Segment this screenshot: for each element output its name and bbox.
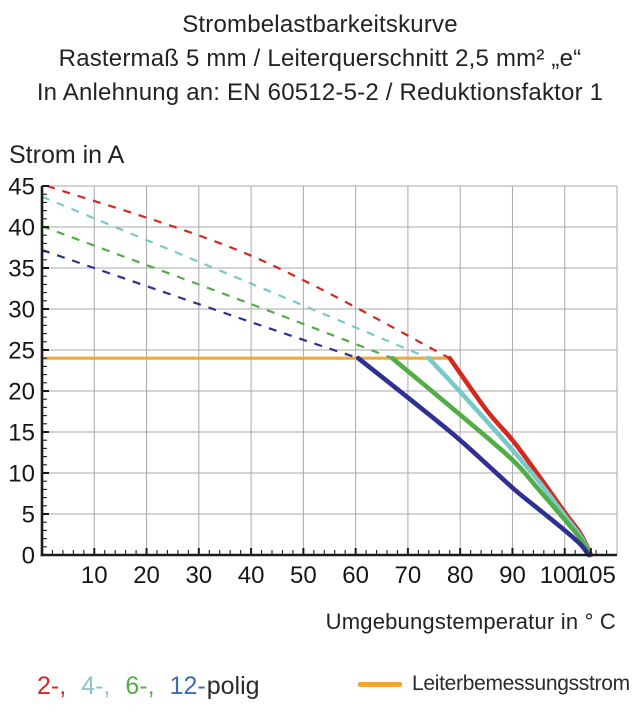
6-polig-dashed-curve: [41, 225, 393, 360]
x-tick-label: 90: [499, 562, 526, 589]
rated-current-legend: Leiterbemessungsstrom: [358, 672, 630, 696]
chart-title-block: Strombelastbarkeitskurve Rastermaß 5 mm …: [0, 8, 640, 110]
legend-6polig: 6-,: [125, 672, 155, 700]
y-tick-label: 35: [8, 256, 35, 283]
legend-12polig: 12-: [169, 672, 206, 700]
y-tick-label: 45: [8, 174, 35, 201]
x-tick-label: 50: [290, 562, 317, 589]
y-tick-label: 20: [8, 379, 35, 406]
x-tick-label: 60: [342, 562, 369, 589]
x-tick-label: 105: [576, 562, 616, 589]
chart-title-line2: Rastermaß 5 mm / Leiterquerschnitt 2,5 m…: [58, 45, 582, 72]
legend-4polig: 4-,: [81, 672, 111, 700]
x-tick-label: 10: [81, 562, 108, 589]
y-axis-title: Strom in A: [9, 141, 125, 169]
y-tick-label: 5: [22, 502, 35, 529]
y-tick-label: 25: [8, 338, 35, 365]
x-tick-label: 80: [447, 562, 474, 589]
rated-current-line-swatch: [358, 681, 402, 687]
y-tick-label: 0: [22, 543, 35, 570]
rated-current-label: Leiterbemessungsstrom: [412, 672, 630, 695]
2-polig-dashed-curve: [46, 184, 451, 360]
12-polig-solid-curve: [355, 355, 592, 558]
legend-2polig: 2-,: [37, 672, 67, 700]
chart-title-line1: Strombelastbarkeitskurve: [182, 11, 458, 38]
chart-title-line3: In Anlehnung an: EN 60512-5-2 / Reduktio…: [36, 79, 604, 106]
y-tick-label: 15: [8, 420, 35, 447]
x-tick-label: 40: [238, 562, 265, 589]
y-tick-label: 30: [8, 297, 35, 324]
legend-polig-suffix: polig: [206, 672, 260, 700]
12-polig-dashed-curve: [41, 248, 359, 360]
x-axis-title: Umgebungstemperatur in ° C: [325, 609, 616, 634]
6-polig-solid-curve: [389, 355, 593, 558]
x-tick-label: 100: [540, 562, 580, 589]
y-tick-label: 40: [8, 215, 35, 242]
pole-legend: 2-, 4-, 6-, 12- polig: [37, 672, 260, 701]
x-tick-label: 20: [133, 562, 160, 589]
4-polig-dashed-curve: [41, 195, 430, 360]
x-tick-label: 30: [185, 562, 212, 589]
x-tick-label: 70: [395, 562, 422, 589]
y-tick-label: 10: [8, 461, 35, 488]
